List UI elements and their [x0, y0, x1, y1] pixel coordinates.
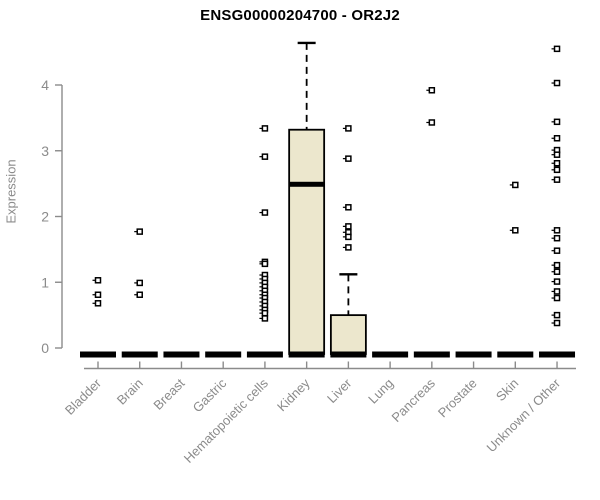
x-tick-label: Lung	[365, 376, 396, 407]
outlier-point	[94, 277, 102, 284]
outlier-point	[553, 288, 561, 295]
outlier-point	[512, 227, 519, 234]
x-tick-label: Bladder	[62, 375, 105, 418]
zero-median-bar	[413, 351, 450, 358]
outlier-point	[428, 119, 436, 126]
outlier-point	[553, 118, 561, 126]
outlier-point	[553, 227, 561, 234]
outlier-point	[345, 233, 352, 241]
outlier-point	[345, 244, 352, 251]
outlier-point	[553, 166, 561, 174]
x-tick-label: Skin	[493, 376, 521, 404]
outlier-point	[261, 260, 269, 268]
outlier-point	[136, 228, 143, 235]
box	[288, 128, 326, 355]
outlier-point	[261, 315, 269, 322]
zero-median-bar	[497, 351, 534, 358]
outlier-point	[553, 294, 561, 302]
outlier-point	[553, 268, 561, 275]
outlier-point	[553, 247, 561, 254]
outlier-point	[136, 291, 143, 298]
median-line	[289, 181, 325, 187]
outlier-point	[512, 181, 519, 189]
outlier-point	[345, 125, 352, 132]
outlier-point	[553, 311, 561, 319]
zero-median-bar	[246, 351, 283, 358]
zero-median-bar	[121, 351, 158, 358]
zero-median-bar	[455, 351, 492, 358]
outlier-point	[261, 209, 269, 216]
outlier-point	[94, 300, 102, 307]
x-tick-label: Breast	[150, 375, 187, 412]
outlier-point	[553, 151, 561, 158]
outlier-point	[345, 155, 352, 162]
x-tick-label: Brain	[114, 376, 146, 408]
outlier-point	[428, 87, 436, 94]
outlier-point	[553, 135, 561, 142]
x-tick-label: Gastric	[190, 375, 230, 415]
outlier-point	[553, 176, 561, 183]
outlier-point	[553, 79, 561, 87]
zero-median-bar	[288, 351, 325, 358]
outlier-point	[553, 278, 561, 285]
zero-median-bar	[539, 351, 576, 358]
outlier-point	[553, 261, 561, 269]
chart-title: ENSG00000204700 - OR2J2	[200, 7, 400, 24]
x-tick-label: Prostate	[435, 376, 480, 421]
x-tick-label: Liver	[324, 375, 355, 406]
x-tick-label: Unknown / Other	[484, 375, 564, 455]
y-tick-label: 4	[41, 77, 49, 93]
zero-median-bar	[330, 351, 367, 358]
outlier-point	[553, 319, 561, 327]
zero-median-bar	[372, 351, 409, 358]
y-tick-label: 2	[41, 209, 49, 225]
x-tick-label: Pancreas	[389, 375, 439, 425]
y-tick-label: 3	[41, 143, 49, 159]
outlier-point	[553, 159, 561, 167]
x-tick-label: Kidney	[274, 375, 313, 414]
outlier-point	[261, 125, 269, 132]
zero-median-bar	[163, 351, 200, 358]
outlier-point	[345, 223, 352, 230]
outlier-point	[553, 45, 561, 53]
zero-median-bar	[80, 351, 116, 358]
y-tick-label: 0	[41, 340, 49, 356]
outlier-point	[261, 309, 269, 317]
outlier-point	[553, 234, 561, 242]
zero-median-bar	[205, 351, 242, 358]
outlier-point	[94, 291, 102, 298]
outlier-point	[345, 204, 352, 211]
outlier-point	[136, 279, 143, 287]
y-tick-label: 1	[41, 274, 49, 290]
outlier-point	[261, 153, 269, 160]
box	[329, 314, 367, 355]
